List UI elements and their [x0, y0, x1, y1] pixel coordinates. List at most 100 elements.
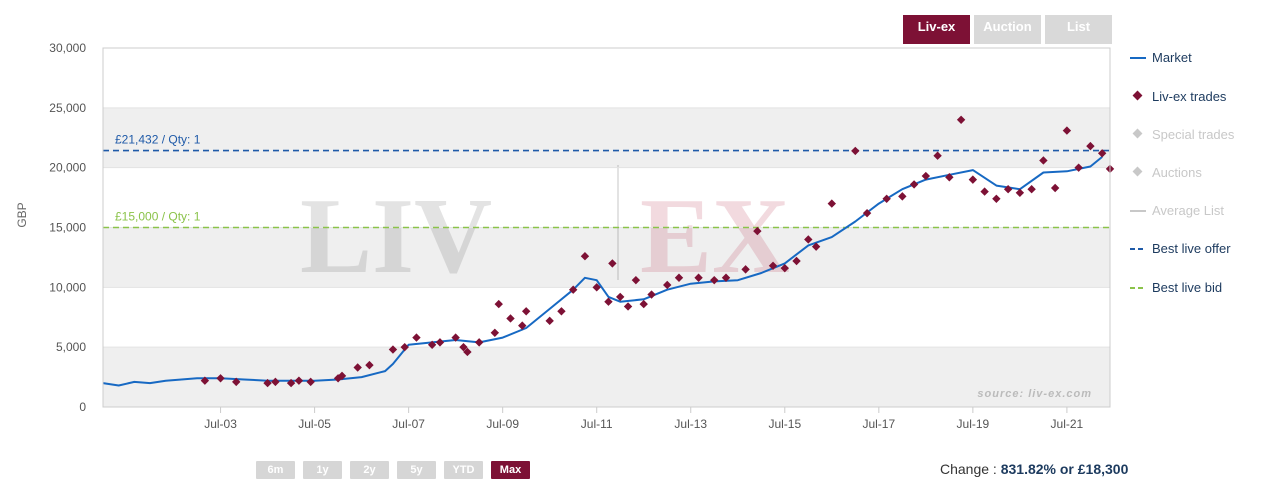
y-tick-label: 20,000 — [49, 161, 86, 175]
x-tick-label: Jul-07 — [392, 417, 425, 431]
trade-point — [459, 342, 468, 352]
trade-point — [463, 347, 472, 357]
x-tick-label: Jul-19 — [957, 417, 990, 431]
change-value: 831.82% or £18,300 — [1000, 461, 1129, 477]
best-live-bid-label: £15,000 / Qty: 1 — [115, 210, 201, 224]
trade-point — [945, 173, 954, 182]
legend-item-special-trades[interactable]: Special trades — [1128, 125, 1258, 145]
watermark-ex: EX — [640, 177, 790, 296]
range-1y-button[interactable]: 1y — [303, 461, 342, 479]
trade-point — [1050, 183, 1060, 193]
trade-point — [792, 256, 801, 266]
y-tick-label: 25,000 — [49, 101, 86, 115]
trade-point — [400, 342, 409, 352]
y-tick-label: 30,000 — [49, 41, 86, 55]
trade-point — [568, 285, 578, 294]
legend-item-average-list[interactable]: Average List — [1128, 201, 1258, 221]
range-5y-button[interactable]: 5y — [397, 461, 436, 479]
trade-point — [1015, 188, 1025, 197]
trade-point — [639, 299, 648, 309]
trade-point — [604, 297, 613, 306]
trade-point — [721, 273, 731, 282]
change-summary: Change : 831.82% or £18,300 — [940, 461, 1128, 477]
range-2y-button[interactable]: 2y — [350, 461, 389, 479]
trade-point — [365, 360, 374, 370]
diamond-icon — [1132, 166, 1143, 177]
x-tick-label: Jul-11 — [581, 417, 613, 431]
trade-point — [388, 345, 398, 354]
trade-point — [232, 377, 241, 387]
x-tick-label: Jul-09 — [486, 417, 519, 431]
trade-point — [1039, 156, 1048, 165]
trade-point — [494, 299, 503, 309]
trade-point — [545, 316, 554, 326]
reference-lines: £21,432 / Qty: 1 £15,000 / Qty: 1 — [103, 133, 1110, 229]
trade-point — [271, 377, 280, 387]
legend-item-auctions[interactable]: Auctions — [1128, 163, 1258, 183]
trade-point — [631, 275, 641, 285]
plot-band — [103, 347, 1110, 407]
trade-point — [1003, 185, 1013, 194]
x-tick-label: Jul-13 — [674, 417, 707, 431]
trade-point — [263, 378, 272, 388]
dashed-line-icon — [1130, 287, 1146, 289]
source-label: source: liv-ex.com — [977, 388, 1092, 400]
range-ytd-button[interactable]: YTD — [444, 461, 483, 479]
liv-ex-watermark: LIV EX — [300, 165, 790, 296]
x-tick-label: Jul-17 — [862, 417, 895, 431]
trade-point — [353, 363, 362, 372]
line-symbol-icon — [1130, 57, 1146, 59]
trade-point — [882, 194, 891, 203]
x-tick-label: Jul-03 — [204, 417, 237, 431]
legend-item-liv-ex-trades[interactable]: Liv-ex trades — [1128, 87, 1258, 107]
trade-point — [851, 146, 860, 156]
tab-auction[interactable]: Auction — [974, 15, 1041, 44]
trade-point — [898, 192, 907, 201]
x-tick-label: Jul-05 — [298, 417, 331, 431]
trade-point — [521, 307, 531, 316]
line-symbol-icon — [1130, 210, 1146, 212]
trade-point — [506, 314, 515, 323]
trade-point — [216, 374, 225, 383]
dashed-line-icon — [1130, 248, 1146, 250]
range-max-button[interactable]: Max — [491, 461, 530, 479]
trade-point — [608, 259, 617, 268]
trade-point — [412, 333, 421, 342]
legend-item-market[interactable]: Market — [1128, 48, 1258, 68]
trade-point — [694, 273, 703, 282]
legend-item-best-live-bid[interactable]: Best live bid — [1128, 278, 1258, 298]
watermark-liv: LIV — [300, 177, 492, 296]
axes: 0 5,000 10,000 15,000 20,000 25,000 30,000 Jul-… — [49, 41, 1111, 431]
trade-point — [306, 377, 315, 387]
best-live-offer-label: £21,432 / Qty: 1 — [115, 133, 201, 147]
y-tick-label: 15,000 — [49, 221, 86, 235]
trade-point — [1062, 126, 1072, 135]
legend-item-best-live-offer[interactable]: Best live offer — [1128, 239, 1258, 259]
trade-point — [663, 280, 672, 290]
trade-point — [780, 263, 789, 273]
trade-point — [435, 338, 445, 347]
trade-point — [616, 292, 625, 302]
trade-point — [647, 290, 656, 299]
trade-point — [980, 187, 989, 196]
change-label: Change : — [940, 461, 997, 477]
trade-point — [623, 302, 633, 311]
plot-band — [103, 107, 1110, 168]
trade-point — [710, 275, 719, 285]
y-tick-label: 5,000 — [56, 340, 86, 354]
trade-point — [592, 283, 601, 292]
trade-point — [968, 175, 978, 184]
trade-point — [200, 376, 210, 385]
plot-border — [102, 47, 1111, 408]
trade-point — [768, 261, 778, 270]
tab-list[interactable]: List — [1045, 15, 1112, 44]
trade-point — [286, 378, 296, 388]
x-tick-label: Jul-21 — [1051, 417, 1084, 431]
trade-point — [933, 151, 942, 160]
range-6m-button[interactable]: 6m — [256, 461, 295, 479]
tab-liv-ex[interactable]: Liv-ex — [903, 15, 970, 44]
diamond-icon — [1132, 128, 1143, 139]
trade-point — [827, 199, 837, 208]
y-tick-label: 10,000 — [49, 280, 86, 294]
